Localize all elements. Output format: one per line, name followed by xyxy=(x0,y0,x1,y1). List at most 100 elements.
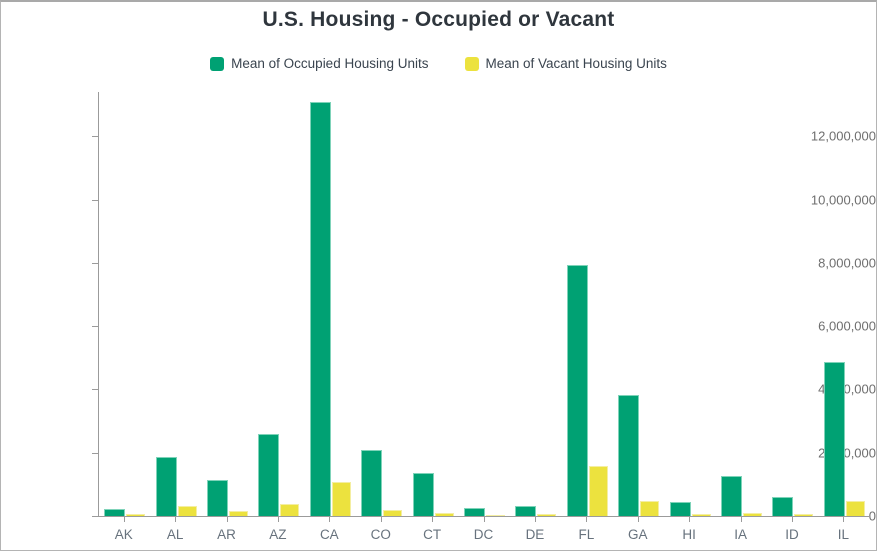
bar-group-dc xyxy=(459,92,510,516)
bar-de-occupied[interactable] xyxy=(515,505,537,516)
x-tick-mark xyxy=(123,517,125,522)
bar-group-az xyxy=(253,92,304,516)
x-slot-ak: AK xyxy=(98,517,149,542)
legend-label-vacant: Mean of Vacant Housing Units xyxy=(485,56,667,71)
bar-hi-vacant[interactable] xyxy=(691,514,711,516)
x-tick-label-ga: GA xyxy=(628,527,648,542)
bar-ia-vacant[interactable] xyxy=(743,512,763,516)
x-tick-label-al: AL xyxy=(166,527,184,542)
bar-group-id xyxy=(767,92,818,516)
x-tick-label-de: DE xyxy=(525,527,545,542)
bar-dc-vacant[interactable] xyxy=(486,515,506,516)
x-slot-co: CO xyxy=(355,517,406,542)
bar-group-co xyxy=(356,92,407,516)
legend-label-occupied: Mean of Occupied Housing Units xyxy=(231,56,429,71)
x-slot-id: ID xyxy=(766,517,817,542)
bar-group-ct xyxy=(407,92,458,516)
y-tick-label: 12,000,000 xyxy=(810,128,876,144)
bar-az-vacant[interactable] xyxy=(280,504,300,516)
bar-co-vacant[interactable] xyxy=(383,510,403,516)
y-tick-label: 8,000,000 xyxy=(818,255,876,271)
bar-group-ak xyxy=(99,92,150,516)
x-tick-label-ak: AK xyxy=(114,527,133,542)
x-tick-mark xyxy=(843,517,845,522)
x-tick-mark xyxy=(689,517,691,522)
x-tick-mark xyxy=(380,517,382,522)
x-tick-label-az: AZ xyxy=(269,527,287,542)
y-tick-label: 10,000,000 xyxy=(810,192,876,208)
x-tick-mark xyxy=(329,517,331,522)
bar-al-vacant[interactable] xyxy=(177,505,197,516)
x-tick-label-co: CO xyxy=(370,527,391,542)
x-slot-de: DE xyxy=(509,517,560,542)
x-slot-ia: IA xyxy=(715,517,766,542)
bar-ia-occupied[interactable] xyxy=(721,476,743,516)
legend-item-vacant[interactable]: Mean of Vacant Housing Units xyxy=(464,56,667,71)
bar-fl-vacant[interactable] xyxy=(588,465,608,516)
bar-group-il xyxy=(819,92,870,516)
bar-hi-occupied[interactable] xyxy=(669,501,691,516)
x-tick-mark xyxy=(226,517,228,522)
x-slot-fl: FL xyxy=(561,517,612,542)
x-tick-label-dc: DC xyxy=(473,527,494,542)
chart-title: U.S. Housing - Occupied or Vacant xyxy=(262,8,615,31)
occupied-swatch-icon xyxy=(210,56,225,71)
x-slot-il: IL xyxy=(818,517,869,542)
plot-area xyxy=(98,92,870,517)
x-tick-label-ar: AR xyxy=(217,527,236,542)
bar-ct-vacant[interactable] xyxy=(434,513,454,516)
bar-az-occupied[interactable] xyxy=(258,433,280,516)
legend-item-occupied[interactable]: Mean of Occupied Housing Units xyxy=(210,56,429,71)
x-tick-mark xyxy=(637,517,639,522)
x-slot-ca: CA xyxy=(304,517,355,542)
vacant-swatch-icon xyxy=(464,56,479,71)
x-slot-al: AL xyxy=(149,517,200,542)
x-tick-label-ca: CA xyxy=(319,527,339,542)
y-tick-mark xyxy=(92,326,98,328)
y-tick-label: 6,000,000 xyxy=(818,318,876,334)
bar-al-occupied[interactable] xyxy=(155,457,177,516)
bar-id-occupied[interactable] xyxy=(772,496,794,516)
bar-fl-occupied[interactable] xyxy=(566,265,588,516)
x-tick-label-ct: CT xyxy=(423,527,442,542)
bar-ak-occupied[interactable] xyxy=(104,508,126,516)
bar-ar-occupied[interactable] xyxy=(207,480,229,516)
y-tick-mark xyxy=(92,389,98,391)
x-slot-ar: AR xyxy=(201,517,252,542)
bar-ar-vacant[interactable] xyxy=(229,510,249,516)
bar-il-occupied[interactable] xyxy=(823,361,845,516)
y-tick-mark xyxy=(92,516,98,517)
x-slot-dc: DC xyxy=(458,517,509,542)
x-slot-az: AZ xyxy=(252,517,303,542)
bar-group-ia xyxy=(716,92,767,516)
bar-co-occupied[interactable] xyxy=(361,450,383,516)
x-tick-mark xyxy=(432,517,434,522)
bar-group-ca xyxy=(305,92,356,516)
bar-il-vacant[interactable] xyxy=(845,500,865,516)
y-tick-mark xyxy=(92,199,98,201)
bar-ct-occupied[interactable] xyxy=(412,473,434,516)
bar-dc-occupied[interactable] xyxy=(464,508,486,516)
bar-group-al xyxy=(150,92,201,516)
x-tick-label-fl: FL xyxy=(578,527,595,542)
bar-group-de xyxy=(510,92,561,516)
bar-ak-vacant[interactable] xyxy=(126,514,146,516)
x-tick-mark xyxy=(175,517,177,522)
x-axis: AK AL AR AZ CA CO CT DC DE FL GA HI IA ID IL xyxy=(98,517,869,542)
bar-group-ar xyxy=(202,92,253,516)
x-tick-label-id: ID xyxy=(785,527,799,542)
x-tick-label-hi: HI xyxy=(682,527,696,542)
bar-ga-vacant[interactable] xyxy=(640,501,660,516)
bar-ga-occupied[interactable] xyxy=(618,395,640,516)
bar-group-fl xyxy=(562,92,613,516)
bar-ca-vacant[interactable] xyxy=(331,482,351,516)
y-tick-mark xyxy=(92,452,98,454)
x-slot-hi: HI xyxy=(663,517,714,542)
x-tick-label-ia: IA xyxy=(734,527,747,542)
x-tick-mark xyxy=(740,517,742,522)
bar-de-vacant[interactable] xyxy=(537,514,557,516)
bar-ca-occupied[interactable] xyxy=(309,101,331,516)
bar-id-vacant[interactable] xyxy=(794,513,814,516)
legend: Mean of Occupied Housing Units Mean of V… xyxy=(1,56,876,71)
